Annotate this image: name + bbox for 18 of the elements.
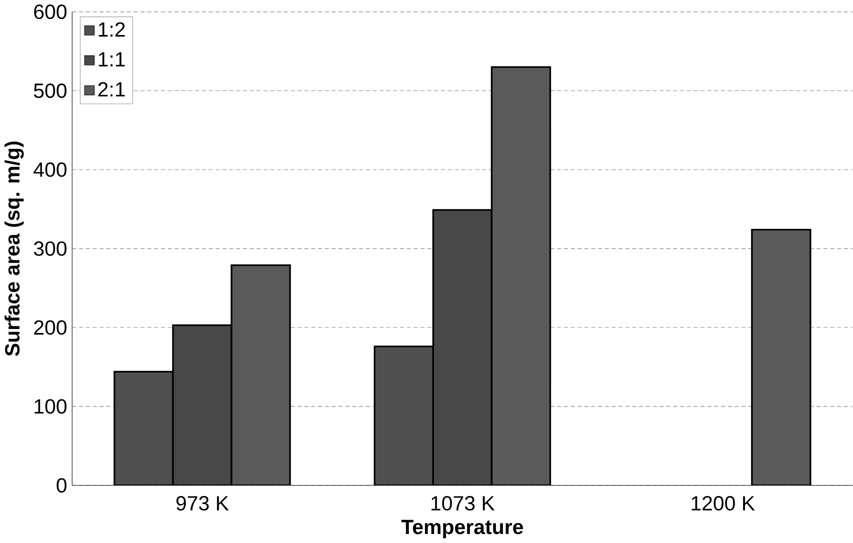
- y-tick-label: 0: [56, 478, 66, 493]
- y-tick-label: 400: [34, 162, 66, 177]
- x-tick-label: 1200 K: [692, 496, 755, 511]
- y-tick-label: 100: [34, 399, 66, 414]
- y-tick-label: 200: [34, 320, 66, 335]
- x-axis-title: Temperature: [401, 520, 524, 538]
- bar: [114, 370, 174, 486]
- y-tick-label: 300: [34, 241, 66, 256]
- legend-label: 1:2: [98, 22, 125, 37]
- legend-label: 2:1: [98, 82, 125, 96]
- legend-label: 1:1: [98, 52, 125, 66]
- x-tick-label: 973 K: [176, 496, 229, 511]
- bar: [172, 324, 232, 486]
- x-tick-label: 1073 K: [432, 496, 495, 511]
- y-tick-label: 500: [34, 84, 66, 98]
- y-axis-title: Surface area (sq. m/g): [4, 142, 24, 356]
- y-tick-label: 600: [34, 4, 66, 20]
- bar: [751, 228, 812, 486]
